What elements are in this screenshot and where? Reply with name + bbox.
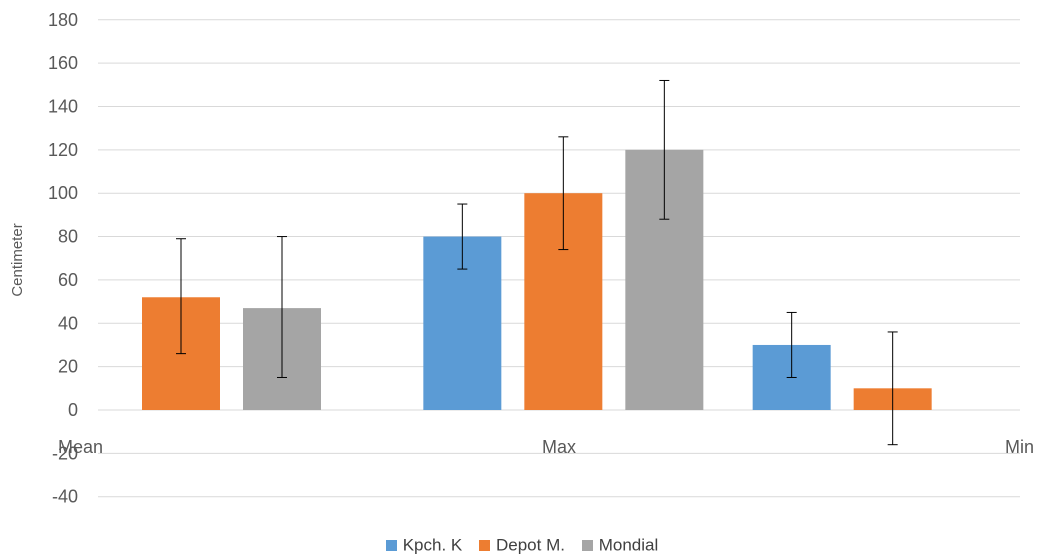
bars bbox=[142, 149, 932, 410]
category-label-min: Min bbox=[1005, 437, 1034, 457]
y-tick-label: 0 bbox=[68, 400, 78, 420]
y-tick-label: 80 bbox=[58, 227, 78, 247]
category-labels: Mean Max Min bbox=[58, 437, 1034, 457]
legend-item-mondial: Mondial bbox=[581, 535, 659, 556]
y-tick-label: 120 bbox=[48, 140, 78, 160]
legend-label-mondial: Mondial bbox=[598, 535, 659, 555]
legend-label-depot: Depot M. bbox=[496, 535, 565, 555]
y-tick-label: 20 bbox=[58, 357, 78, 377]
legend: Kpch. K Depot M. Mondial bbox=[0, 535, 1044, 556]
error-bars bbox=[176, 79, 898, 446]
chart: -40 -20 0 20 40 60 80 100 120 140 160 180 Centimete… bbox=[9, 10, 1034, 507]
legend-swatch-mondial bbox=[581, 540, 593, 552]
legend-item-depot: Depot M. bbox=[479, 535, 565, 556]
y-axis-label: Centimeter bbox=[9, 223, 26, 296]
y-tick-label: -40 bbox=[52, 487, 78, 507]
y-axis-ticks: -40 -20 0 20 40 60 80 100 120 140 160 180 bbox=[48, 10, 78, 507]
y-tick-label: 140 bbox=[48, 96, 78, 116]
y-tick-label: 100 bbox=[48, 183, 78, 203]
legend-swatch-depot bbox=[479, 540, 490, 552]
y-tick-label: 40 bbox=[58, 313, 78, 333]
legend-swatch-kpch bbox=[385, 540, 397, 552]
y-tick-label: 180 bbox=[48, 10, 78, 30]
y-tick-label: 160 bbox=[48, 53, 78, 73]
category-label-max: Max bbox=[542, 437, 576, 457]
y-tick-label: 60 bbox=[58, 270, 78, 290]
y-tick-label: -20 bbox=[52, 443, 78, 463]
legend-label-kpch: Kpch. K bbox=[402, 535, 463, 555]
category-label-mean: Mean bbox=[58, 437, 103, 457]
legend-item-kpch: Kpch. K bbox=[385, 535, 463, 556]
